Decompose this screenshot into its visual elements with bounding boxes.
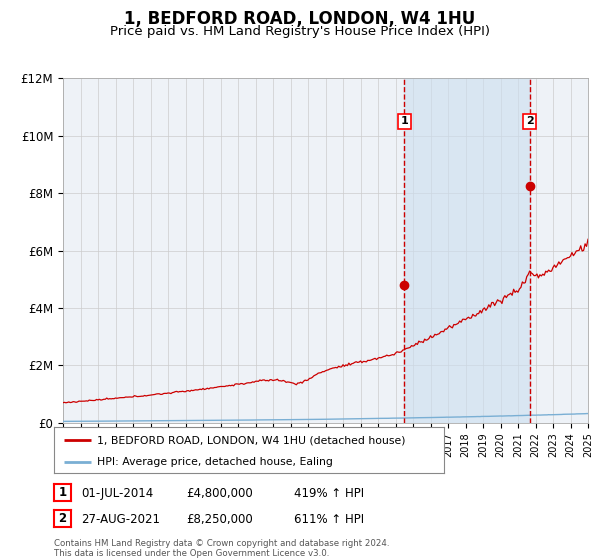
- Bar: [404, 78, 530, 423]
- Text: Price paid vs. HM Land Registry's House Price Index (HPI): Price paid vs. HM Land Registry's House …: [110, 25, 490, 38]
- Text: £4,800,000: £4,800,000: [186, 487, 253, 501]
- Text: 2: 2: [526, 116, 533, 127]
- Text: 611% ↑ HPI: 611% ↑ HPI: [294, 513, 364, 526]
- Text: 2: 2: [58, 512, 67, 525]
- Text: HPI: Average price, detached house, Ealing: HPI: Average price, detached house, Eali…: [97, 457, 333, 466]
- Text: 1, BEDFORD ROAD, LONDON, W4 1HU: 1, BEDFORD ROAD, LONDON, W4 1HU: [124, 10, 476, 28]
- Text: 1: 1: [400, 116, 408, 127]
- Text: 01-JUL-2014: 01-JUL-2014: [81, 487, 153, 501]
- Text: Contains HM Land Registry data © Crown copyright and database right 2024.
This d: Contains HM Land Registry data © Crown c…: [54, 539, 389, 558]
- Text: 1, BEDFORD ROAD, LONDON, W4 1HU (detached house): 1, BEDFORD ROAD, LONDON, W4 1HU (detache…: [97, 435, 406, 445]
- Text: 419% ↑ HPI: 419% ↑ HPI: [294, 487, 364, 501]
- Text: 27-AUG-2021: 27-AUG-2021: [81, 513, 160, 526]
- Text: £8,250,000: £8,250,000: [186, 513, 253, 526]
- Text: 1: 1: [58, 486, 67, 500]
